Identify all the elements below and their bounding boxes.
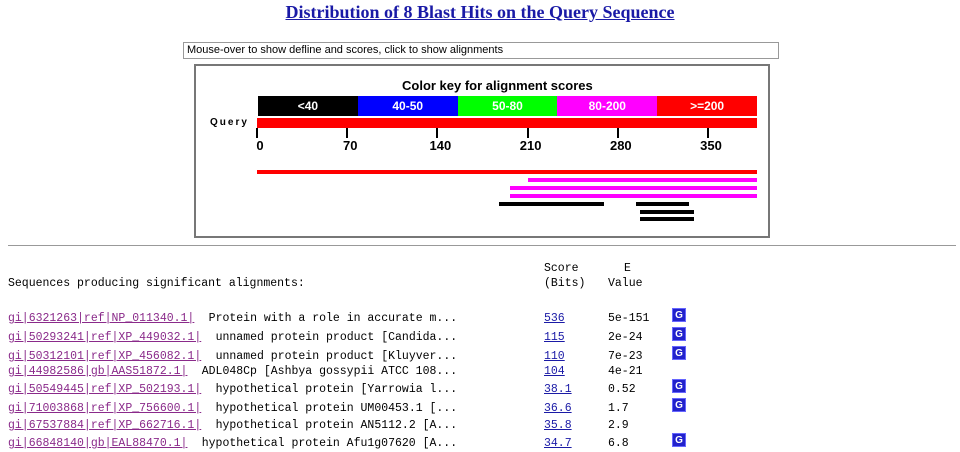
graphic-overview-panel [194,64,770,238]
sequence-id-link[interactable]: gi|50293241|ref|XP_449032.1| [8,331,202,344]
score-link[interactable]: 115 [544,331,565,344]
sequence-id-link[interactable]: gi|66848140|gb|EAL88470.1| [8,437,188,450]
sequence-id-link[interactable]: gi|71003868|ref|XP_756600.1| [8,402,202,415]
score-link[interactable]: 38.1 [544,383,572,396]
sequence-id-link[interactable]: gi|50312101|ref|XP_456082.1| [8,350,202,363]
evalue: 4e-21 [608,365,643,378]
table-heading: Sequences producing significant alignmen… [8,277,305,290]
evalue: 0.52 [608,383,636,396]
axis-tick [256,128,258,138]
sequence-id-link[interactable]: gi|6321263|ref|NP_011340.1| [8,312,195,325]
sequence-description: unnamed protein product [Kluyver... [215,350,458,363]
evalue-header-2: Value [608,277,643,290]
score-link[interactable]: 536 [544,312,565,325]
query-label: Query [210,117,249,128]
evalue: 7e-23 [608,350,643,363]
color-key-title: Color key for alignment scores [402,78,593,93]
evalue-header: E [624,262,631,275]
gene-link-button[interactable]: G [672,398,686,412]
sequence-description: ADL048Cp [Ashbya gossypii ATCC 108... [201,365,458,378]
evalue: 2.9 [608,419,629,432]
sequence-description: hypothetical protein [Yarrowia l... [215,383,458,396]
axis-tick [707,128,710,138]
defline-display: Mouse-over to show defline and scores, c… [183,42,779,59]
gene-link-button[interactable]: G [672,327,686,341]
sequence-description: unnamed protein product [Candida... [215,331,458,344]
gene-link-button[interactable]: G [672,346,686,360]
color-key-cell: 50-80 [457,96,558,116]
axis-tick-label: 0 [256,138,264,153]
sequence-id-link[interactable]: gi|67537884|ref|XP_662716.1| [8,419,202,432]
axis-tick [616,128,619,138]
score-link[interactable]: 104 [544,365,565,378]
sequence-description: hypothetical protein Afu1g07620 [A... [201,437,458,450]
evalue: 6.8 [608,437,629,450]
axis-tick-label: 350 [700,138,722,153]
axis-tick-label: 280 [609,138,632,153]
hit-bar[interactable] [509,186,757,190]
query-bar [257,118,757,128]
page-title-link[interactable]: Distribution of 8 Blast Hits on the Quer… [285,2,675,22]
axis-tick [526,128,529,138]
hit-bar[interactable] [509,194,757,198]
color-key-cell: <40 [258,96,358,116]
sequence-description: hypothetical protein AN5112.2 [A... [215,419,458,432]
gene-link-button[interactable]: G [672,308,686,322]
evalue: 5e-151 [608,312,650,325]
hit-bar[interactable] [527,178,757,182]
hit-bar[interactable] [635,202,689,206]
sequence-description: Protein with a role in accurate m... [208,312,458,325]
score-unit-header: (Bits) [544,277,586,290]
score-link[interactable]: 35.8 [544,419,572,432]
axis-tick-label: 70 [342,138,358,153]
sequence-id-link[interactable]: gi|44982586|gb|AAS51872.1| [8,365,188,378]
score-link[interactable]: 110 [544,350,565,363]
axis-tick-label: 210 [519,138,542,153]
gene-link-button[interactable]: G [672,433,686,447]
color-key-cell: >=200 [657,96,757,116]
gene-link-button[interactable]: G [672,379,686,393]
evalue: 1.7 [608,402,629,415]
axis-tick [436,128,439,138]
axis-tick [346,128,349,138]
hit-bar[interactable] [257,170,757,174]
hit-bar[interactable] [639,217,694,221]
sequence-description: hypothetical protein UM00453.1 [... [215,402,458,415]
hit-bar[interactable] [499,202,604,206]
score-link[interactable]: 36.6 [544,402,572,415]
score-link[interactable]: 34.7 [544,437,572,450]
hit-bar[interactable] [639,210,694,214]
score-header: Score [544,262,579,275]
color-key-cell: 80-200 [557,96,658,116]
axis-tick-label: 140 [429,138,452,153]
sequence-id-link[interactable]: gi|50549445|ref|XP_502193.1| [8,383,202,396]
evalue: 2e-24 [608,331,643,344]
color-key-cell: 40-50 [357,96,458,116]
divider [8,245,956,246]
